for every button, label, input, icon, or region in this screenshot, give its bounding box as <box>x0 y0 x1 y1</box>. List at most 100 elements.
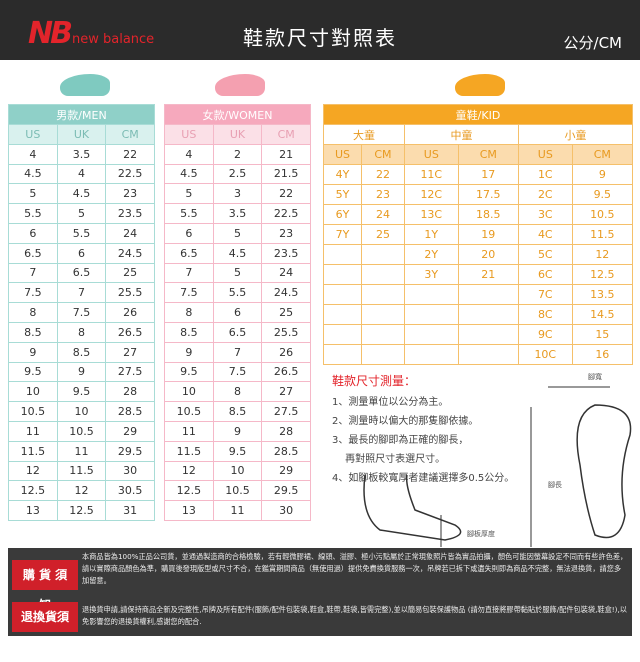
table-row: 11 10.5 29 <box>8 420 155 442</box>
table-cell: 7 <box>212 341 263 363</box>
table-cell: 10C <box>517 344 573 365</box>
table-cell: 29.5 <box>261 480 311 502</box>
table-cell: 13C <box>403 204 459 225</box>
table-title: 童鞋/KID <box>323 104 633 125</box>
table-cell <box>360 344 405 365</box>
column-header: CM <box>457 144 519 165</box>
table-cell: 11 <box>56 440 107 462</box>
column-header: CM <box>571 144 634 165</box>
table-row: 11.5 9.5 28.5 <box>164 440 311 462</box>
measure-item: 1、測量單位以公分為主。 <box>332 397 449 408</box>
table-cell: 28 <box>261 420 311 442</box>
table-cell: 25 <box>105 262 155 284</box>
table-cell: 9 <box>571 164 634 185</box>
table-cell: 19 <box>457 224 519 245</box>
table-cell: 5.5 <box>8 203 58 224</box>
table-cell: 5 <box>8 183 58 205</box>
table-cell: 5C <box>517 244 573 265</box>
table-row: 童鞋/KID <box>323 104 633 125</box>
table-row: 9C 15 <box>323 324 634 345</box>
table-cell: 17 <box>457 164 519 185</box>
column-header: CM <box>261 124 311 145</box>
table-cell: 21 <box>457 264 519 285</box>
table-cell: 11 <box>212 500 263 521</box>
table-cell: 26.5 <box>261 361 311 383</box>
table-cell <box>360 244 405 265</box>
table-title: 男款/MEN <box>8 104 155 125</box>
table-row: 大童 中童 小童 <box>323 124 634 145</box>
table-row: US UK CM <box>164 124 311 145</box>
table-cell: 13.5 <box>571 284 634 305</box>
table-cell: 16 <box>571 344 634 365</box>
table-row: 7 5 24 <box>164 262 311 284</box>
women-size-table: 女款/WOMEN US UK CM 4 2 21 4.5 2.5 21.5 5 3 22 5.5 3.5 22… <box>164 104 311 521</box>
column-header: CM <box>360 144 405 165</box>
table-cell: 12 <box>8 460 58 482</box>
table-row: 8.5 6.5 25.5 <box>164 321 311 343</box>
table-cell: 25.5 <box>105 282 155 304</box>
foot-length-label: 腳長 <box>548 481 562 489</box>
table-cell: 7 <box>56 282 107 304</box>
page-title: 鞋款尺寸對照表 <box>243 26 397 50</box>
table-cell: 5Y <box>323 184 362 205</box>
table-cell: 7C <box>517 284 573 305</box>
table-cell <box>323 324 362 345</box>
foot-diagram-icon <box>363 386 632 547</box>
table-row: 10 8 27 <box>164 381 311 403</box>
table-cell: 4.5 <box>212 242 263 264</box>
measure-guide: 鞋款尺寸測量： 1、測量單位以公分為主。 2、測量時以偏大的那隻腳依據。 3、最… <box>332 372 537 488</box>
table-cell: 3.5 <box>212 203 263 224</box>
table-row: 9 8.5 27 <box>8 341 155 363</box>
table-cell: 9.5 <box>8 361 58 383</box>
table-row: 6.5 4.5 23.5 <box>164 242 311 264</box>
table-cell: 6.5 <box>164 242 214 264</box>
table-row: 10.5 10 28.5 <box>8 401 155 422</box>
table-cell: 23 <box>105 183 155 205</box>
table-cell: 3.5 <box>56 143 107 165</box>
table-cell: 12C <box>403 184 459 205</box>
purchase-notice-label: 購 貨 須 知 <box>12 560 78 612</box>
table-cell: 6C <box>517 264 573 285</box>
table-cell: 28 <box>105 381 155 403</box>
table-cell: 21.5 <box>261 163 311 185</box>
table-cell: 5 <box>212 262 263 284</box>
table-cell: 7.5 <box>56 302 107 323</box>
table-cell: 4Y <box>323 164 362 185</box>
table-cell: 20 <box>457 244 519 265</box>
table-row: 4.5 4 22.5 <box>8 163 155 185</box>
table-cell: 24 <box>105 222 155 244</box>
table-cell <box>323 244 362 265</box>
group-header: 大童 <box>323 124 405 145</box>
table-cell: 7.5 <box>212 361 263 383</box>
table-title: 女款/WOMEN <box>164 104 311 125</box>
table-cell: 7Y <box>323 224 362 245</box>
table-cell: 8.5 <box>164 321 214 343</box>
table-row: US CM US CM US CM <box>323 144 634 165</box>
column-header: US <box>403 144 459 165</box>
table-cell: 3C <box>517 204 573 225</box>
table-cell: 31 <box>105 500 155 521</box>
table-row: 5 4.5 23 <box>8 183 155 205</box>
table-row: 2Y 20 5C 12 <box>323 244 634 265</box>
table-row: 6.5 6 24.5 <box>8 242 155 264</box>
table-cell: 5.5 <box>56 222 107 244</box>
column-header: US <box>8 124 58 145</box>
men-size-table: 男款/MEN US UK CM 4 3.5 22 4.5 4 22.5 5 4.5 23 5.5 5 23.5… <box>8 104 155 521</box>
table-cell <box>323 344 362 365</box>
brand-logo: NB new balance <box>28 16 154 51</box>
table-cell: 2C <box>517 184 573 205</box>
table-row: 8 6 25 <box>164 302 311 323</box>
table-cell: 5 <box>164 183 214 205</box>
table-cell: 6 <box>212 302 263 323</box>
measure-item: 再對照尺寸表選尺寸。 <box>332 454 446 465</box>
column-header: UK <box>56 124 107 145</box>
table-cell: 17.5 <box>457 184 519 205</box>
kid-shoe-icon <box>455 74 505 96</box>
table-row: 13 12.5 31 <box>8 500 155 521</box>
column-header: US <box>323 144 362 165</box>
table-cell: 10.5 <box>164 401 214 422</box>
table-cell: 12.5 <box>56 500 107 521</box>
column-header: CM <box>105 124 155 145</box>
table-cell: 8 <box>8 302 58 323</box>
table-cell: 5.5 <box>164 203 214 224</box>
